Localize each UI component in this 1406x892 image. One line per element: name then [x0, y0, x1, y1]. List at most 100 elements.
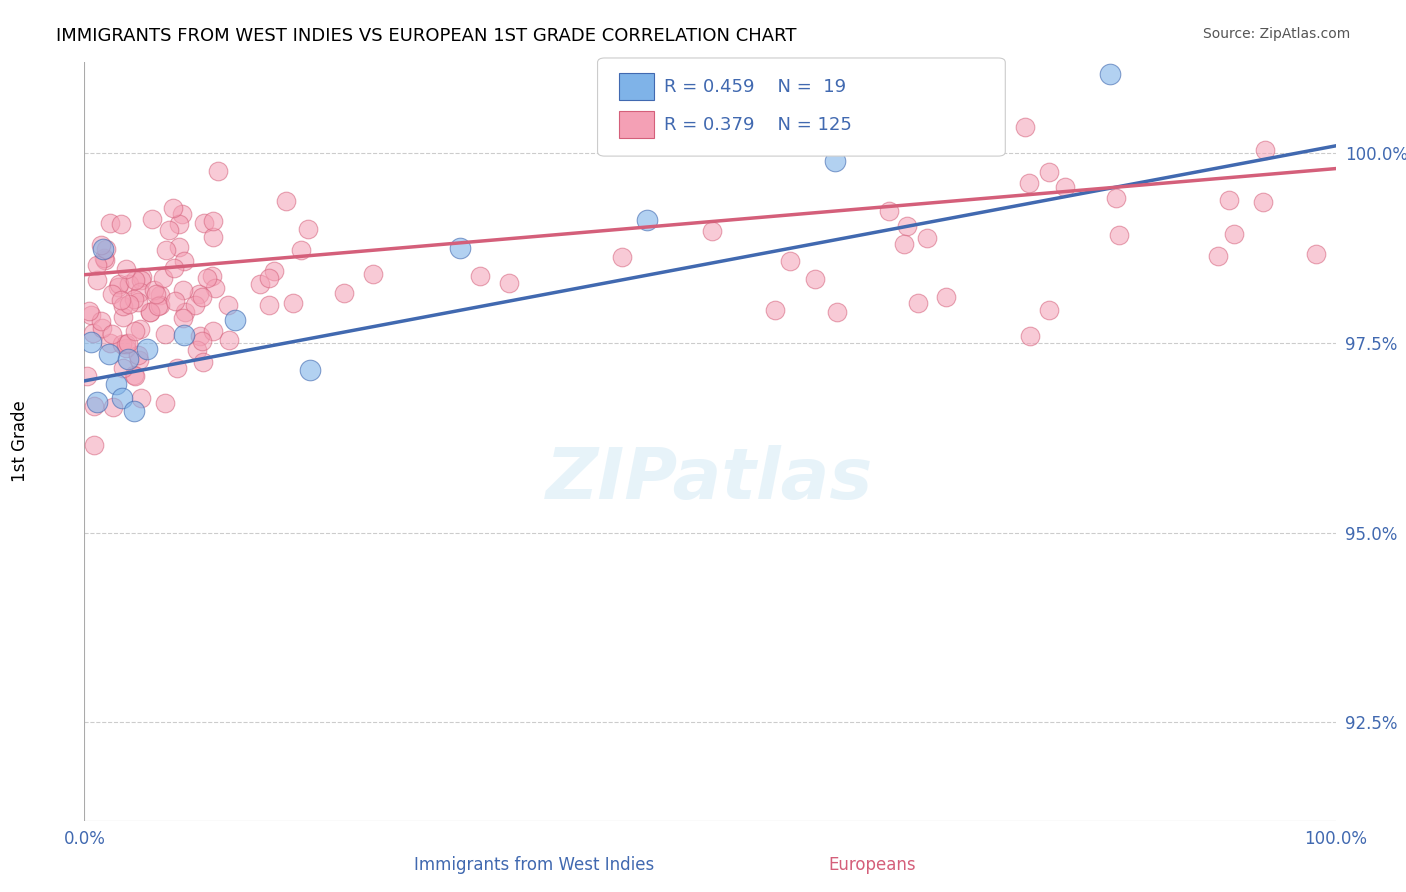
Point [700, 224, 723, 238]
Point [124, 404, 146, 418]
Point [86, 273, 108, 287]
Point [207, 164, 229, 178]
Point [468, 269, 491, 284]
Point [76, 368, 98, 383]
Point [202, 324, 225, 338]
Point [169, 217, 191, 231]
Point [191, 334, 214, 349]
Point [290, 243, 312, 257]
Point [162, 201, 184, 215]
Point [149, 288, 172, 302]
Point [827, 305, 849, 319]
Point [139, 304, 162, 318]
Point [98, 335, 121, 350]
Text: R = 0.459    N =  19: R = 0.459 N = 19 [664, 78, 846, 96]
Point [202, 214, 225, 228]
Point [112, 360, 135, 375]
Point [201, 268, 224, 283]
Point [498, 276, 520, 290]
Point [186, 343, 208, 357]
Point [173, 253, 195, 268]
Point [131, 270, 153, 285]
Point [122, 368, 145, 383]
Point [128, 353, 150, 368]
Point [117, 297, 139, 311]
Point [333, 285, 356, 300]
Point [896, 219, 918, 233]
Point [1038, 165, 1060, 179]
Point [108, 277, 131, 291]
Point [117, 352, 139, 367]
Point [77, 304, 100, 318]
Point [204, 280, 226, 294]
Point [893, 237, 915, 252]
Point [1053, 179, 1076, 194]
Point [83, 438, 105, 452]
Point [1218, 193, 1240, 207]
Point [79, 308, 101, 322]
Point [172, 207, 194, 221]
Point [129, 391, 152, 405]
Point [257, 298, 280, 312]
Y-axis label: 1st Grade: 1st Grade [11, 401, 28, 483]
Point [824, 154, 846, 169]
Point [101, 326, 124, 341]
Point [79, 334, 101, 349]
Point [104, 376, 127, 391]
Point [143, 283, 166, 297]
Point [127, 294, 149, 309]
Point [94, 242, 117, 256]
Point [193, 355, 215, 369]
Point [124, 273, 146, 287]
Point [201, 229, 224, 244]
Text: Source: ZipAtlas.com: Source: ZipAtlas.com [1202, 27, 1350, 41]
Point [915, 231, 938, 245]
Point [146, 299, 169, 313]
Point [1038, 303, 1060, 318]
Point [174, 305, 197, 319]
Point [193, 216, 215, 230]
Point [110, 293, 132, 307]
Point [149, 298, 172, 312]
Point [136, 342, 159, 356]
Point [163, 294, 186, 309]
Point [1208, 249, 1230, 263]
Point [163, 261, 186, 276]
Text: IMMIGRANTS FROM WEST INDIES VS EUROPEAN 1ST GRADE CORRELATION CHART: IMMIGRANTS FROM WEST INDIES VS EUROPEAN … [56, 27, 797, 45]
Point [637, 212, 659, 227]
Point [82, 326, 104, 341]
Point [361, 267, 384, 281]
Point [188, 329, 211, 343]
Point [1254, 143, 1277, 157]
Point [115, 262, 138, 277]
Point [259, 271, 281, 285]
Point [139, 305, 162, 319]
Point [83, 399, 105, 413]
Point [173, 328, 195, 343]
Point [166, 361, 188, 376]
Point [115, 342, 138, 356]
Text: ZIPatlas: ZIPatlas [547, 445, 873, 514]
Point [129, 273, 152, 287]
Point [90, 238, 112, 252]
Point [1305, 246, 1327, 260]
Point [281, 295, 304, 310]
Point [90, 314, 112, 328]
Point [115, 337, 138, 351]
Point [98, 347, 121, 361]
Point [98, 216, 121, 230]
Point [155, 244, 177, 258]
Point [249, 277, 271, 292]
Point [195, 270, 218, 285]
Point [93, 251, 115, 265]
Point [1014, 120, 1036, 135]
Point [157, 223, 180, 237]
Point [111, 310, 134, 324]
Point [449, 241, 471, 255]
Text: R = 0.379    N = 125: R = 0.379 N = 125 [664, 116, 852, 134]
Point [107, 280, 129, 294]
Point [1251, 195, 1274, 210]
Point [763, 303, 786, 318]
Point [935, 290, 957, 304]
Point [122, 293, 145, 307]
